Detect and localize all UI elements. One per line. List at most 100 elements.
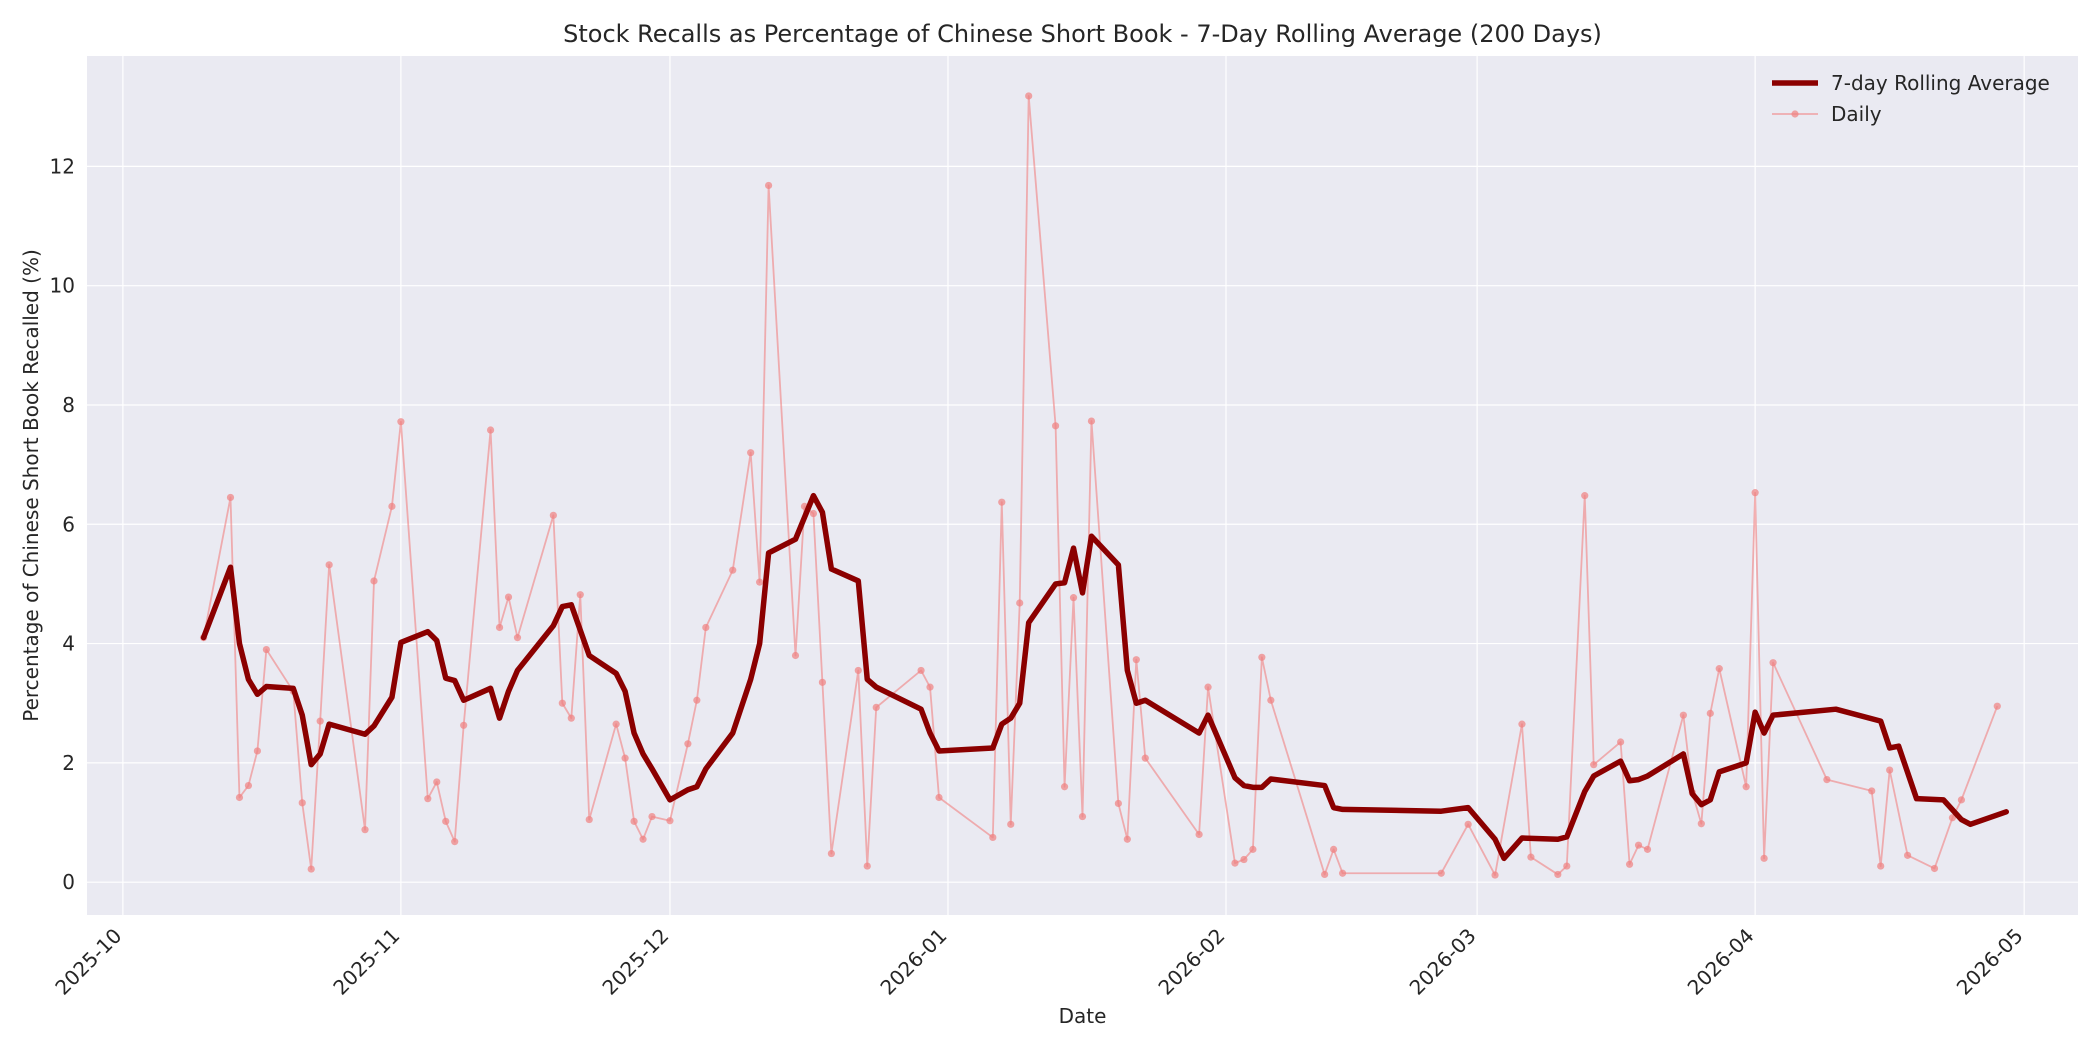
daily-point bbox=[1742, 783, 1750, 791]
daily-point bbox=[1760, 854, 1768, 862]
daily-point bbox=[1069, 594, 1078, 602]
daily-point bbox=[648, 812, 656, 821]
daily-point bbox=[756, 578, 764, 586]
daily-point bbox=[1957, 796, 1966, 804]
daily-point bbox=[935, 793, 943, 802]
daily-point bbox=[1491, 871, 1499, 879]
daily-point bbox=[684, 740, 692, 748]
daily-point bbox=[576, 591, 584, 599]
daily-point bbox=[316, 717, 324, 725]
daily-point bbox=[388, 502, 396, 510]
daily-point bbox=[1634, 841, 1643, 849]
daily-point bbox=[747, 449, 755, 457]
daily-point bbox=[989, 833, 997, 842]
legend-label-daily: Daily bbox=[1831, 102, 1882, 126]
daily-point bbox=[1993, 702, 2001, 710]
rolling-average-series bbox=[200, 492, 2010, 862]
daily-point bbox=[1581, 492, 1589, 500]
daily-point bbox=[397, 418, 405, 426]
daily-point bbox=[370, 577, 378, 585]
daily-point bbox=[1267, 696, 1275, 704]
daily-point bbox=[1132, 656, 1140, 664]
daily-point bbox=[567, 714, 575, 722]
y-tick-label: 0 bbox=[62, 870, 75, 894]
daily-point bbox=[486, 426, 495, 434]
daily-series bbox=[199, 92, 2001, 879]
legend-label-rolling-average: 7-day Rolling Average bbox=[1831, 71, 2050, 95]
daily-point bbox=[585, 815, 593, 824]
y-tick-label: 8 bbox=[62, 393, 75, 417]
daily-point bbox=[1114, 799, 1122, 808]
daily-point bbox=[1679, 711, 1687, 719]
daily-point bbox=[621, 754, 629, 762]
daily-point bbox=[854, 666, 862, 675]
daily-point bbox=[612, 720, 620, 728]
daily-point bbox=[1868, 787, 1876, 795]
daily-point bbox=[1437, 869, 1445, 877]
x-tick-label: 2026-01 bbox=[875, 924, 951, 1000]
x-tick-label: 2026-02 bbox=[1153, 924, 1229, 1000]
daily-point bbox=[630, 817, 638, 825]
daily-point bbox=[666, 817, 674, 825]
daily-point bbox=[460, 721, 468, 729]
y-tick-label: 6 bbox=[62, 512, 75, 536]
daily-point bbox=[1231, 859, 1239, 867]
daily-point bbox=[1123, 835, 1131, 843]
daily-point bbox=[863, 862, 871, 870]
daily-point bbox=[872, 703, 880, 712]
daily-point bbox=[1258, 653, 1266, 661]
daily-point bbox=[361, 826, 369, 834]
daily-point bbox=[1007, 820, 1015, 828]
daily-point bbox=[253, 747, 262, 755]
daily-point bbox=[827, 849, 835, 858]
y-tick-label: 10 bbox=[50, 274, 75, 298]
daily-point bbox=[1025, 92, 1033, 100]
daily-point bbox=[262, 645, 270, 654]
daily-point bbox=[298, 799, 306, 807]
daily-point bbox=[926, 683, 934, 691]
x-tick-label: 2026-04 bbox=[1683, 924, 1759, 1000]
daily-point bbox=[1751, 489, 1759, 497]
daily-point bbox=[1078, 812, 1087, 821]
daily-point bbox=[765, 181, 773, 190]
daily-point bbox=[1886, 766, 1894, 774]
y-axis-label: Percentage of Chinese Short Book Recalle… bbox=[19, 249, 43, 722]
x-tick-label: 2025-11 bbox=[328, 924, 404, 1000]
daily-point bbox=[1643, 845, 1652, 853]
daily-point bbox=[451, 838, 459, 846]
daily-point bbox=[1051, 422, 1060, 430]
daily-point bbox=[1930, 864, 1939, 873]
legend: 7-day Rolling Average Daily bbox=[1772, 71, 2050, 126]
daily-point bbox=[1527, 853, 1535, 861]
daily-point bbox=[1330, 845, 1338, 853]
daily-point bbox=[495, 623, 504, 632]
daily-point bbox=[226, 493, 235, 502]
daily-point bbox=[549, 511, 557, 519]
daily-point bbox=[1087, 417, 1096, 425]
daily-point bbox=[1016, 599, 1024, 607]
daily-point bbox=[244, 781, 253, 790]
daily-point bbox=[1464, 820, 1472, 828]
y-tick-label: 4 bbox=[62, 632, 75, 656]
y-tick-label: 2 bbox=[62, 751, 75, 775]
legend-marker-daily bbox=[1791, 110, 1799, 118]
daily-point bbox=[1321, 870, 1329, 879]
daily-point bbox=[1823, 775, 1831, 784]
daily-point bbox=[818, 678, 827, 686]
daily-point bbox=[1877, 862, 1885, 870]
daily-point bbox=[1625, 860, 1634, 868]
x-tick-label: 2025-10 bbox=[50, 924, 126, 1000]
daily-point bbox=[1554, 870, 1562, 879]
y-tick-label: 12 bbox=[50, 154, 75, 178]
daily-point bbox=[693, 696, 701, 704]
daily-point bbox=[809, 509, 818, 518]
daily-point bbox=[1240, 855, 1248, 864]
daily-point bbox=[1769, 659, 1777, 667]
daily-point bbox=[1706, 709, 1714, 717]
chart-title: Stock Recalls as Percentage of Chinese S… bbox=[563, 20, 1602, 48]
daily-line bbox=[202, 95, 1999, 876]
daily-point bbox=[1060, 783, 1069, 791]
daily-point bbox=[1697, 820, 1705, 828]
